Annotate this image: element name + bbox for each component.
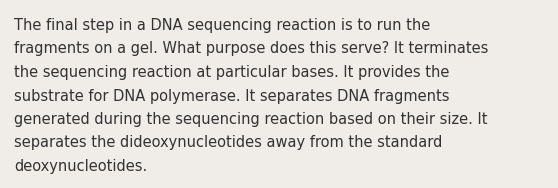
Text: fragments on a gel. What purpose does this serve? It terminates: fragments on a gel. What purpose does th… [14,42,488,57]
Text: deoxynucleotides.: deoxynucleotides. [14,159,147,174]
Text: separates the dideoxynucleotides away from the standard: separates the dideoxynucleotides away fr… [14,136,442,151]
Text: substrate for DNA polymerase. It separates DNA fragments: substrate for DNA polymerase. It separat… [14,89,450,104]
Text: generated during the sequencing reaction based on their size. It: generated during the sequencing reaction… [14,112,488,127]
Text: the sequencing reaction at particular bases. It provides the: the sequencing reaction at particular ba… [14,65,449,80]
Text: The final step in a DNA sequencing reaction is to run the: The final step in a DNA sequencing react… [14,18,430,33]
